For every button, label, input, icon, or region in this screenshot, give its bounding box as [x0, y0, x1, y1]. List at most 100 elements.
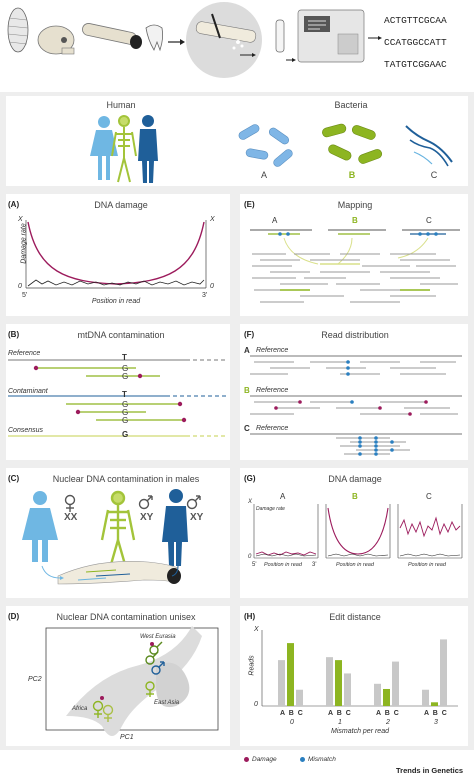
panel-g-title: DNA damage [328, 474, 382, 484]
panel-b-consensus: Consensus [8, 427, 44, 434]
male-figure-icon [162, 489, 188, 566]
xy-label-2: XY [190, 512, 204, 523]
east-asia-label: East Asia [154, 700, 180, 706]
panel-c-letter: (C) [8, 474, 20, 483]
sequence-3: TATGTCGGAAC [384, 59, 447, 70]
damage-dot-icon [244, 756, 249, 762]
human-label: Human [106, 100, 136, 110]
panel-c-title: Nuclear DNA contamination in males [52, 474, 200, 484]
panel-g-ylabel: Damage rate [256, 506, 285, 512]
panel-b-letter: (B) [8, 330, 20, 339]
band-cg: (C) Nuclear DNA contamination in males [0, 464, 474, 602]
panel-c: (C) Nuclear DNA contamination in males [6, 468, 230, 598]
panel-a-title: DNA damage [94, 200, 148, 210]
panel-a-x-left: X [18, 216, 23, 223]
female-figure-icon [22, 491, 58, 562]
base-contam: T [122, 390, 127, 399]
group-label-3: 3 [434, 719, 438, 726]
mismatch-dot-icon [300, 756, 305, 762]
panel-d-letter: (D) [8, 612, 20, 621]
panel-g-letter: (G) [244, 474, 256, 483]
base-2: G [122, 372, 129, 381]
pc2-label: PC2 [28, 676, 42, 683]
panel-g: (G) DNA damage A B C Damage rate X 0 5' … [240, 468, 468, 598]
skeleton-icon [111, 115, 137, 183]
panel-f-ref-b: Reference [256, 387, 289, 394]
panel-a: (A) DNA damage Damage rate X X 0 0 5' 3'… [6, 194, 230, 316]
base-5: G [122, 416, 129, 425]
xy-label-1: XY [140, 512, 154, 523]
panel-g-zero: 0 [248, 554, 252, 560]
female-symbol-icon [92, 700, 114, 722]
abc-2: A B C [376, 710, 400, 717]
read-distribution-diagram [250, 355, 462, 456]
sequence-1: ACTGTTCGCAA [384, 15, 447, 26]
band-bf: (B) mtDNA contamination Reference Contam… [0, 320, 474, 464]
west-eurasia-label: West Eurasia [140, 634, 176, 640]
panel-e-c: C [426, 216, 432, 225]
bar-a-1 [326, 657, 333, 706]
base-ref: T [122, 353, 127, 362]
bacteria-label: Bacteria [334, 100, 368, 110]
bar-c-2 [392, 661, 399, 706]
bacteria-a-icon [238, 124, 293, 167]
panel-f-a: A [244, 346, 250, 355]
panel-g-three: 3' [312, 562, 317, 568]
panel-g-a: A [280, 492, 286, 501]
panel-e-a: A [272, 216, 278, 225]
bacteria-c-icon [405, 125, 453, 167]
panel-g-xlabel-c: Position in read [408, 562, 446, 568]
panel-b: (B) mtDNA contamination Reference Contam… [6, 324, 230, 460]
abc-3: A B C [424, 710, 448, 717]
panel-h-ylabel: Reads [248, 655, 256, 676]
panel-a-x-right: X [210, 216, 215, 223]
panel-d-title: Nuclear DNA contamination unisex [56, 612, 196, 622]
panel-b-title: mtDNA contamination [77, 330, 165, 340]
male-figure-icon [138, 115, 158, 183]
bar-b-3 [431, 702, 438, 706]
panel-h-letter: (H) [244, 612, 256, 621]
panel-b-reference: Reference [8, 350, 41, 357]
skull-icon [37, 25, 75, 55]
base-4: G [122, 408, 129, 417]
bacteria-a-label: A [260, 170, 267, 180]
female-figure-icon [90, 116, 118, 180]
panel-h-x: X [254, 626, 259, 633]
panel-a-xlabel: Position in read [91, 298, 141, 305]
panel-f-title: Read distribution [321, 330, 389, 340]
panel-e: (E) Mapping A B C [240, 194, 468, 316]
legend-mismatch: Mismatch [300, 756, 336, 763]
panel-f-ref-a: Reference [256, 347, 289, 354]
bar-c-3 [440, 639, 447, 706]
bar-a-3 [422, 689, 429, 706]
panel-f-letter: (F) [244, 330, 255, 339]
sequence-2: CCATGGCCATT [384, 37, 447, 48]
damage-mini-plots [253, 504, 463, 559]
bar-c-0 [296, 689, 303, 706]
abc-0: A B C [280, 710, 304, 717]
abc-1: A B C [328, 710, 352, 717]
legend-damage: Damage [244, 756, 277, 763]
bar-b-2 [383, 688, 390, 706]
mapping-diagram [250, 229, 460, 303]
edit-distance-chart [261, 630, 458, 707]
base-consensus: G [122, 430, 129, 439]
panel-f-c: C [244, 424, 250, 433]
panel-g-b: B [352, 492, 358, 501]
damage-curve [27, 221, 205, 285]
pca-plot [45, 626, 219, 736]
males-contamination-diagram [22, 489, 201, 585]
tube-icon [275, 19, 296, 62]
panel-h-title: Edit distance [329, 612, 381, 622]
bar-c-1 [344, 673, 351, 706]
band-ae: (A) DNA damage Damage rate X X 0 0 5' 3'… [0, 190, 474, 320]
brand-label: Trends in Genetics [396, 766, 464, 775]
panel-e-b: B [352, 216, 358, 225]
base-1: G [122, 364, 129, 373]
base-3: G [122, 400, 129, 409]
band-dh: (D) Nuclear DNA contamination unisex Wes… [0, 602, 474, 750]
female-symbol-icon [64, 494, 76, 512]
species-panel: Human Bacteria [6, 96, 468, 186]
pc1-label: PC1 [120, 734, 134, 741]
legend-damage-label: Damage [252, 756, 277, 763]
